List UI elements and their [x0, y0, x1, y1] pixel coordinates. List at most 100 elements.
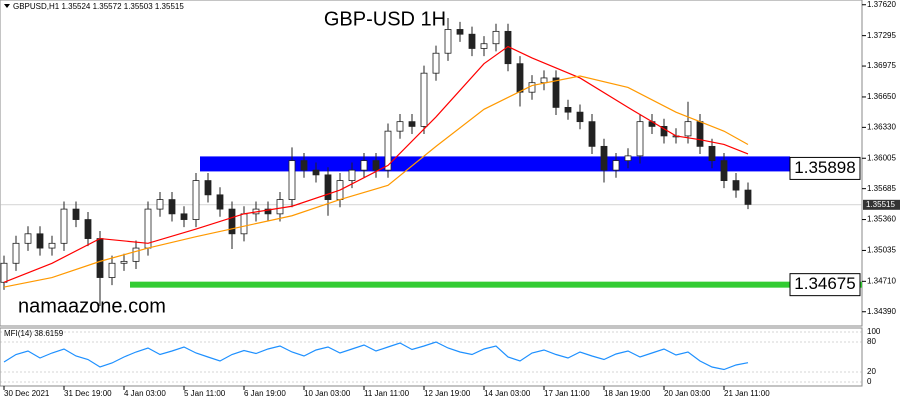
y-tick-label: 1.34710 [867, 276, 896, 285]
y-tick-label: 1.36650 [867, 92, 896, 101]
candle-body [300, 160, 308, 171]
candle-body [732, 180, 740, 191]
candle-body [216, 194, 224, 210]
x-tick-label: 10 Jan 03:00 [304, 389, 351, 398]
candle-body [108, 262, 116, 278]
x-tick-label: 20 Jan 03:00 [664, 389, 711, 398]
candle-body [228, 208, 236, 235]
candle-body [576, 111, 584, 123]
x-tick-label: 11 Jan 11:00 [364, 389, 410, 398]
candle-body [456, 29, 464, 35]
x-tick-label: 5 Jan 11:00 [184, 389, 226, 398]
resistance-band [200, 156, 790, 172]
candle-body [24, 233, 32, 244]
y-tick-label: 1.37620 [867, 0, 896, 9]
candle-body [72, 208, 80, 220]
candle-body [720, 160, 728, 181]
y-tick-label: 1.37295 [867, 31, 896, 40]
candle-body [564, 106, 572, 113]
candle-body [36, 233, 44, 249]
candle-body [132, 247, 140, 262]
y-tick-label: 1.36975 [867, 61, 896, 70]
candle-body [540, 77, 548, 84]
mfi-line [3, 341, 749, 371]
level-label: 1.34675 [794, 274, 855, 293]
candle-body [0, 262, 8, 283]
candle-body [348, 169, 356, 181]
candle-body [360, 160, 368, 171]
candle-body [492, 30, 500, 45]
x-tick-label: 6 Jan 19:00 [244, 389, 286, 398]
candle-body [744, 189, 752, 205]
candle-body [48, 242, 56, 249]
candle-body [420, 72, 428, 127]
candle-body [120, 260, 128, 264]
level-label: 1.35898 [794, 158, 855, 177]
y-tick-label: 0 [867, 377, 872, 386]
candle-body [600, 145, 608, 171]
x-tick-label: 14 Jan 03:00 [484, 389, 531, 398]
candle-body [468, 33, 476, 49]
support-line [130, 281, 862, 288]
chart-title: GBP-USD 1H [324, 8, 446, 30]
candle-body [384, 130, 392, 171]
candle-body [636, 121, 644, 157]
menu-arrow [4, 4, 10, 8]
candle-body [156, 199, 164, 210]
moving-average [3, 45, 749, 283]
level-label-box [789, 156, 861, 180]
candle-body [396, 121, 404, 132]
x-tick-label: 21 Jan 11:00 [724, 389, 770, 398]
x-tick-label: 18 Jan 19:00 [604, 389, 651, 398]
x-tick-label: 4 Jan 03:00 [124, 389, 166, 398]
last-price-label: 1.35515 [866, 200, 895, 209]
watermark: namaazone.com [18, 295, 166, 317]
candle-body [288, 160, 296, 200]
last-price-box [863, 199, 900, 210]
indicator-frame [0, 327, 863, 387]
main-frame [0, 0, 863, 327]
candle-body [192, 180, 200, 220]
candle-body [312, 169, 320, 176]
candle-body [552, 77, 560, 108]
candle-body [168, 199, 176, 215]
candle-body [180, 213, 188, 220]
candle-body [624, 155, 632, 162]
candle-body [324, 174, 332, 200]
candle-body [708, 145, 716, 162]
candle-body [528, 82, 536, 93]
y-tick-label: 20 [867, 367, 876, 376]
candle-body [480, 43, 488, 49]
x-tick-label: 17 Jan 11:00 [544, 389, 590, 398]
candle-body [612, 160, 620, 171]
candle-body [60, 208, 68, 244]
candle-body [588, 121, 596, 147]
symbol-header: GBPUSD,H1 1.35524 1.35572 1.35503 1.3551… [13, 2, 184, 11]
y-tick-label: 1.36330 [867, 122, 896, 131]
candle-body [276, 199, 284, 215]
candle-body [204, 180, 212, 196]
x-tick-label: 31 Dec 19:00 [64, 389, 112, 398]
candle-body [372, 160, 380, 171]
y-tick-label: 1.34390 [867, 307, 896, 316]
candle-body [432, 52, 440, 74]
y-tick-label: 1.36005 [867, 153, 896, 162]
candle-body [84, 219, 92, 239]
candle-body [444, 29, 452, 54]
x-tick-label: 12 Jan 19:00 [424, 389, 471, 398]
y-tick-label: 1.35035 [867, 246, 896, 255]
candle-body [516, 63, 524, 93]
y-tick-label: 100 [867, 327, 881, 336]
y-tick-label: 1.35360 [867, 215, 896, 224]
indicator-label: MFI(14) 38.6159 [4, 329, 64, 338]
candle-body [408, 121, 416, 127]
y-tick-label: 80 [867, 337, 876, 346]
x-tick-label: 30 Dec 2021 [4, 389, 50, 398]
y-tick-label: 1.35685 [867, 184, 896, 193]
candle-body [264, 208, 272, 215]
moving-average [3, 75, 749, 288]
candle-body [12, 242, 20, 264]
candle-body [96, 238, 104, 278]
candle-body [684, 121, 692, 137]
